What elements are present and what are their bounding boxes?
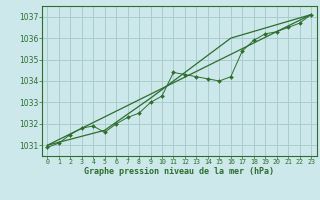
X-axis label: Graphe pression niveau de la mer (hPa): Graphe pression niveau de la mer (hPa) <box>84 167 274 176</box>
